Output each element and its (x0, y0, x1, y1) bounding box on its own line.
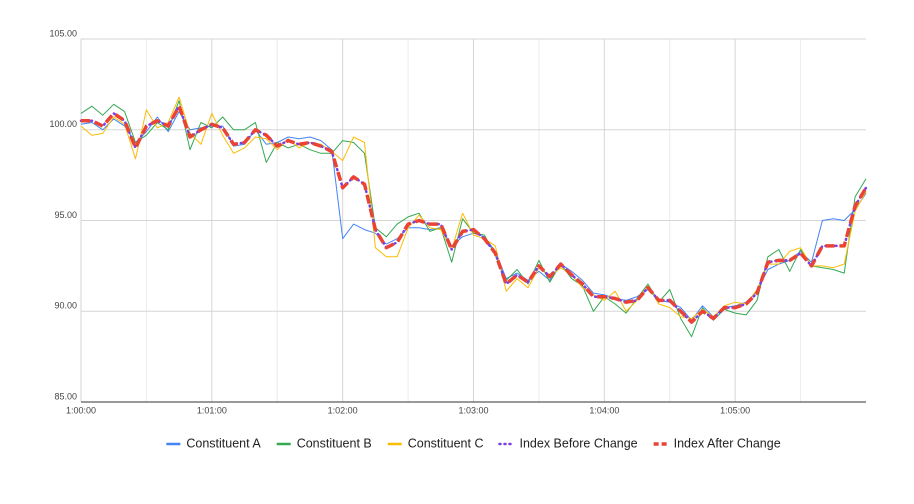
legend-item: Constituent B (276, 436, 372, 450)
legend-label: Constituent B (297, 436, 372, 450)
legend-label: Constituent A (186, 436, 261, 450)
legend: Constituent A Constituent B Constituent C I… (166, 436, 781, 450)
legend-item: Index Before Change (498, 436, 638, 450)
x-tick-label: 1:00:00 (66, 405, 96, 415)
series-line (80, 96, 867, 319)
y-tick-label: 105.00 (49, 28, 77, 38)
legend-item: Index After Change (653, 436, 781, 450)
legend-label: Constituent C (408, 436, 484, 450)
y-tick-label: 85.00 (54, 391, 77, 401)
legend-item: Constituent A (166, 436, 261, 450)
x-tick-label: 1:04:00 (589, 405, 619, 415)
legend-item: Constituent C (387, 436, 484, 450)
x-tick-label: 1:05:00 (720, 405, 750, 415)
y-tick-label: 90.00 (54, 301, 77, 311)
legend-label: Index After Change (674, 436, 781, 450)
x-tick-label: 1:02:00 (328, 405, 358, 415)
legend-label: Index Before Change (519, 436, 637, 450)
x-tick-label: 1:03:00 (458, 405, 488, 415)
series-line (80, 100, 867, 338)
series-line (81, 104, 868, 324)
y-tick-label: 100.00 (49, 119, 77, 129)
x-tick-label: 1:01:00 (197, 405, 227, 415)
y-tick-label: 95.00 (54, 210, 77, 220)
